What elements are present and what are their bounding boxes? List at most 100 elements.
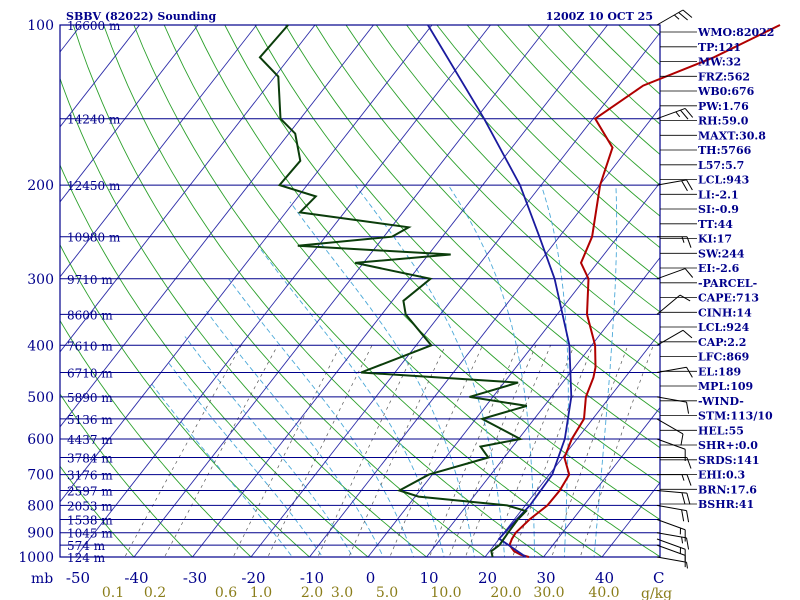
dry-adiabat <box>375 25 660 313</box>
wind-barb <box>656 490 691 505</box>
mixing-ratio-line <box>448 345 537 557</box>
mixing-ratio-label: 2.0 <box>301 585 323 600</box>
wind-barb-staff <box>656 532 687 539</box>
wind-barb-flag <box>686 179 693 191</box>
pressure-tick-label: 900 <box>27 526 54 542</box>
pressure-tick-label: 500 <box>27 390 54 406</box>
height-label: 7610 m <box>67 339 113 353</box>
wind-barb-staff <box>656 396 687 403</box>
dry-adiabat <box>60 319 252 557</box>
dry-adiabat <box>60 393 194 557</box>
index-label: TT:44 <box>698 218 733 231</box>
wind-barb <box>656 396 690 414</box>
mixing-ratio-line <box>232 345 341 557</box>
wind-barb-half-flag <box>686 562 688 569</box>
profile-layer <box>258 24 781 558</box>
height-label: 9710 m <box>67 273 113 287</box>
mixing-ratio-label: 10.0 <box>430 585 461 600</box>
temperature-tick-label: 20 <box>478 569 497 587</box>
dry-adiabat <box>103 25 545 557</box>
index-label: -PARCEL- <box>698 277 757 290</box>
x-axis-unit: C <box>653 569 664 587</box>
wind-barb <box>657 474 692 486</box>
dry-adiabat <box>527 25 660 156</box>
wind-barb-flag <box>681 509 685 522</box>
dry-adiabat <box>588 25 660 95</box>
wind-barb-flag <box>684 268 694 278</box>
mixing-ratio-line <box>164 345 279 557</box>
parcel-trace <box>427 24 573 558</box>
index-label: CAPE:713 <box>698 292 759 305</box>
wind-barb-flag <box>684 449 686 461</box>
isotherm-line <box>601 481 660 557</box>
index-label: L57:5.7 <box>698 159 744 172</box>
isotherm-line <box>60 25 199 203</box>
height-label: 3784 m <box>67 452 113 466</box>
index-label: SW:244 <box>698 247 745 260</box>
index-label: RH:59.0 <box>698 115 749 128</box>
wind-barb-flag <box>684 529 686 542</box>
wind-barb-staff <box>656 544 686 556</box>
wind-barb-half-flag <box>681 236 685 243</box>
index-label: LCL:943 <box>698 174 749 187</box>
isotherm-line <box>60 25 374 428</box>
index-label: EL:189 <box>698 365 741 378</box>
index-label: WMO:82022 <box>697 26 774 39</box>
index-label: CINH:14 <box>698 306 752 319</box>
wind-barb-staff <box>656 107 686 120</box>
mixing-ratio-line <box>551 345 629 557</box>
isotherm-line <box>60 25 257 278</box>
wind-barb <box>656 329 693 346</box>
height-label: 5136 m <box>67 413 113 427</box>
height-label: 4437 m <box>67 433 113 447</box>
index-label: STM:113/10 <box>698 410 773 423</box>
wind-barb <box>656 418 684 446</box>
wind-barb-flag <box>680 433 684 446</box>
index-label: CAP:2.2 <box>698 336 746 349</box>
dry-adiabat <box>72 25 486 557</box>
wind-barb-staff <box>656 329 684 346</box>
wind-barb-flag <box>679 294 691 302</box>
wind-barb-half-flag <box>681 474 685 481</box>
mixing-ratio-line <box>491 345 575 557</box>
wind-barb-half-flag <box>679 547 681 554</box>
moist-adiabat <box>447 184 536 557</box>
temperature-tick-label: -20 <box>241 569 265 587</box>
wind-barb-flag <box>684 549 686 561</box>
mixing-ratio-line <box>317 345 418 557</box>
isotherm-line <box>191 25 608 557</box>
dry-adiabat <box>60 243 311 557</box>
wind-barb-half-flag <box>679 528 681 535</box>
dry-adiabat <box>60 465 135 557</box>
wind-barb-flag <box>684 108 694 118</box>
wind-barb <box>656 366 693 378</box>
height-label: 3176 m <box>67 469 113 483</box>
mixing-ratio-line <box>348 345 446 557</box>
wind-barb-layer <box>656 9 694 569</box>
temperature-tick-label: -30 <box>183 569 207 587</box>
index-label: HEL:55 <box>698 424 744 437</box>
mixing-ratio-label: 1.0 <box>250 585 272 600</box>
mixing-ratio-unit: g/kg <box>641 586 672 600</box>
index-label: SI:-0.9 <box>698 203 739 216</box>
height-label: 124 m <box>67 551 106 565</box>
wind-barb-half-flag <box>681 536 684 544</box>
wind-barb-staff <box>656 490 687 494</box>
wind-barb-half-flag <box>673 14 680 20</box>
mixing-ratio-line <box>267 345 373 557</box>
index-label: EI:-2.6 <box>698 262 740 275</box>
pressure-tick-label: 700 <box>27 468 54 484</box>
isotherm-line <box>542 406 660 557</box>
height-label: 12450 m <box>67 179 121 193</box>
wind-barb-staff <box>656 418 684 435</box>
moist-adiabat <box>167 361 324 557</box>
wind-barb-flag <box>681 492 686 505</box>
wind-barb <box>656 294 691 315</box>
isotherm-line <box>60 25 140 128</box>
index-label: SHR+:0.0 <box>698 439 758 452</box>
mixing-ratio-label: 30.0 <box>533 585 564 600</box>
height-label: 16600 m <box>67 19 121 33</box>
wind-barb-flag <box>681 180 688 192</box>
